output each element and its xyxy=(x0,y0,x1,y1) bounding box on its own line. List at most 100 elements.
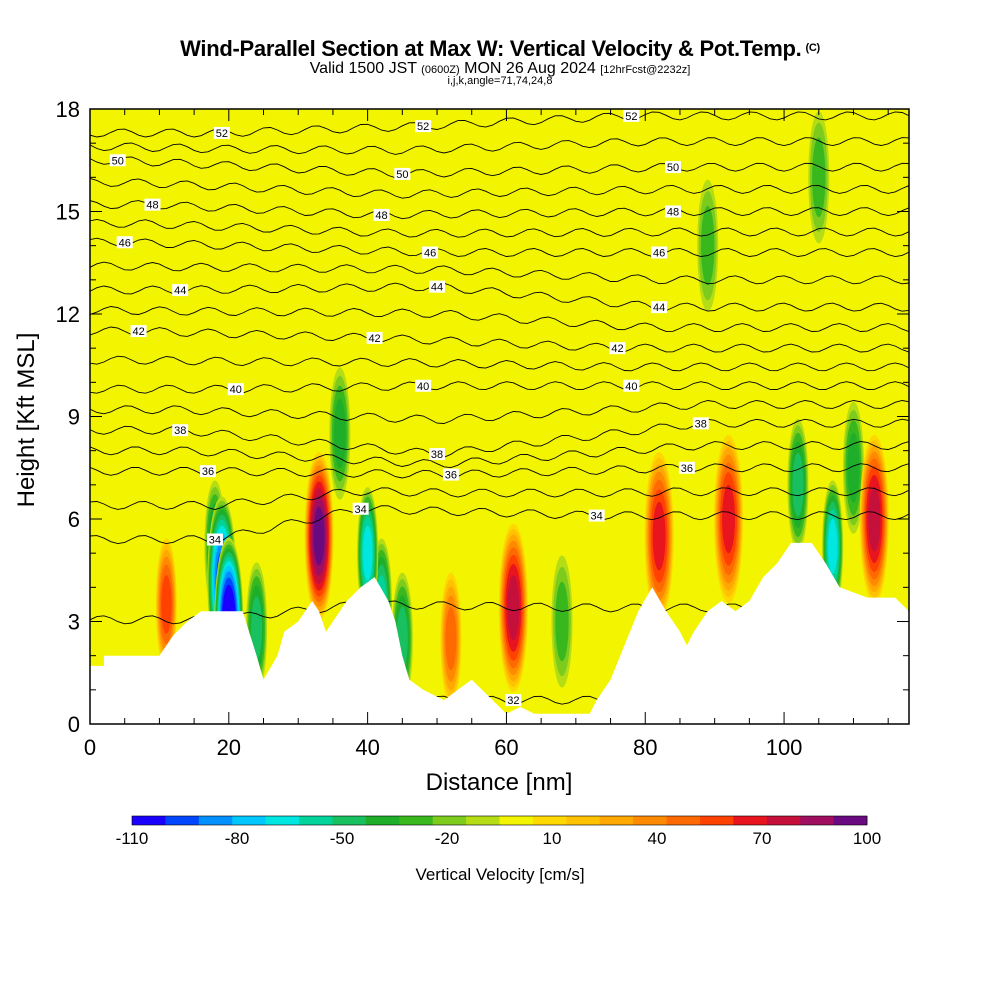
contour-label: 40 xyxy=(415,379,432,393)
contour-label-text: 50 xyxy=(667,162,679,174)
contour-label: 36 xyxy=(678,461,695,475)
theta-contour-line xyxy=(90,200,909,220)
colorbar-swatch xyxy=(566,816,601,825)
colorbar-label: 70 xyxy=(753,829,772,848)
colorbar-swatch xyxy=(599,816,634,825)
velocity-feature xyxy=(440,572,462,705)
colorbar-label: 40 xyxy=(648,829,667,848)
contour-label-box xyxy=(609,342,626,355)
contour-label: 34 xyxy=(588,509,605,523)
y-axis-label: Height [Kft MSL] xyxy=(13,333,40,508)
contour-label: 42 xyxy=(366,331,383,345)
velocity-feature xyxy=(644,452,674,621)
contour-label: 38 xyxy=(692,417,709,430)
contour-label: 32 xyxy=(505,694,522,707)
contour-label-box xyxy=(442,468,459,481)
theta-contour-line xyxy=(90,261,909,285)
contour-label: 36 xyxy=(442,468,459,482)
contour-label-box xyxy=(206,533,223,546)
colorbar-swatch xyxy=(365,816,400,825)
velocity-contour-band xyxy=(827,518,838,574)
forecast-info: [12hrFcst@2232z] xyxy=(600,64,691,76)
velocity-contour-band xyxy=(161,575,172,634)
contour-label-box xyxy=(366,331,383,344)
valid-utc: (0600Z) xyxy=(421,64,460,76)
x-tick-label: 100 xyxy=(766,735,803,760)
valid-date: MON 26 Aug 2024 xyxy=(464,60,596,77)
copyright-mark: (C) xyxy=(805,42,820,54)
contour-label-text: 34 xyxy=(591,511,603,523)
contour-label-text: 50 xyxy=(396,169,408,181)
colorbar-label: 10 xyxy=(543,829,562,848)
contour-label: 38 xyxy=(429,448,446,461)
terrain-shape xyxy=(90,542,909,724)
contour-label-text: 36 xyxy=(681,463,693,475)
colorbar-swatch xyxy=(499,816,534,825)
contour-label-text: 42 xyxy=(368,333,380,345)
contour-label-box xyxy=(227,383,244,396)
contour-label-box xyxy=(623,379,640,392)
velocity-contour-band xyxy=(652,501,666,571)
chart-title: Wind-Parallel Section at Max W: Vertical… xyxy=(0,36,1000,62)
velocity-feature xyxy=(551,555,573,688)
title-text: Wind-Parallel Section at Max W: Vertical… xyxy=(180,36,802,61)
velocity-feature xyxy=(304,452,334,621)
contour-label-text: 38 xyxy=(695,418,707,430)
contour-label: 50 xyxy=(665,161,682,174)
section-indices: i,j,k,angle=71,74,24,8 xyxy=(447,75,553,87)
contour-label: 34 xyxy=(352,502,369,516)
contour-label-text: 44 xyxy=(431,282,443,294)
contour-label-box xyxy=(422,246,439,259)
theta-contour-line xyxy=(90,400,909,424)
velocity-contour-band xyxy=(333,398,346,469)
contour-label-text: 44 xyxy=(174,285,186,297)
contour-label-box xyxy=(678,461,695,474)
velocity-feature xyxy=(498,523,528,692)
colorbar-swatch xyxy=(399,816,434,825)
theta-contour-line xyxy=(90,326,909,353)
valid-time-line: Valid 1500 JST (0600Z) MON 26 Aug 2024 [… xyxy=(0,60,1000,78)
velocity-contour-band xyxy=(868,486,881,552)
velocity-contour-band xyxy=(722,484,735,554)
theta-contour-line xyxy=(90,137,909,155)
contour-label-text: 52 xyxy=(625,111,637,123)
contour-label-box xyxy=(213,126,230,139)
theta-contour-line xyxy=(90,487,909,510)
velocity-contour-band xyxy=(701,205,715,286)
colorbar-swatch xyxy=(666,816,701,825)
contour-label-box xyxy=(130,325,147,338)
colorbar-swatch xyxy=(532,816,567,825)
colorbar-frame xyxy=(131,815,868,826)
velocity-feature xyxy=(155,538,177,671)
contour-labels: 52 52 52 50 50 50 48 48 48 46 46 46 44 44 44 42 42 42 40 40… xyxy=(109,109,709,707)
contour-label: 44 xyxy=(651,301,668,314)
theta-contour-line xyxy=(90,381,909,394)
velocity-feature xyxy=(859,435,889,603)
velocity-contour-band xyxy=(812,137,826,218)
x-axis-label: Distance [nm] xyxy=(426,769,573,796)
contour-label-box xyxy=(144,198,161,211)
contour-label: 38 xyxy=(172,424,189,437)
contour-label-box xyxy=(199,465,216,478)
contour-label-text: 40 xyxy=(230,384,242,396)
contour-label-box xyxy=(373,208,390,221)
theta-contour-line xyxy=(90,355,909,372)
contour-label: 48 xyxy=(665,205,682,219)
y-tick-label: 9 xyxy=(68,405,80,430)
contour-label-text: 42 xyxy=(132,326,144,338)
velocity-contour-band xyxy=(507,575,520,641)
contour-label: 44 xyxy=(172,284,189,297)
contour-label-box xyxy=(172,284,189,297)
colorbar-swatch xyxy=(800,816,834,825)
contour-label: 48 xyxy=(144,198,161,212)
contour-label-text: 48 xyxy=(667,207,679,219)
velocity-contour-band xyxy=(847,432,860,503)
contour-label-box xyxy=(692,417,709,430)
colorbar-swatch xyxy=(198,816,233,825)
y-tick-label: 3 xyxy=(68,610,80,635)
colorbar-label: 100 xyxy=(853,829,881,848)
colorbar-label: -20 xyxy=(435,829,460,848)
contour-label-box xyxy=(116,236,133,249)
colorbar-label: -110 xyxy=(116,829,149,848)
contour-label-box xyxy=(415,120,432,133)
